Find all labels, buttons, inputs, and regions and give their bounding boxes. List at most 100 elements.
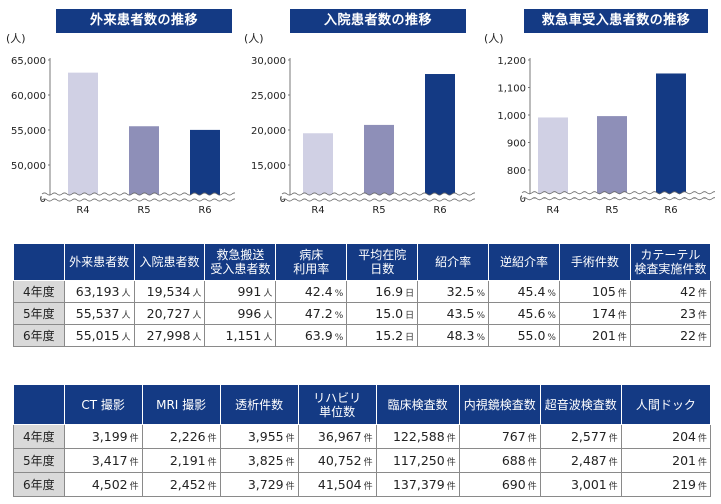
table2-cell-value: 36,967 bbox=[317, 429, 362, 444]
table1-header-text: カテーテル bbox=[640, 248, 701, 262]
table2-cell-value: 3,825 bbox=[247, 453, 284, 468]
table2-cell: 2,226 件 bbox=[141, 424, 221, 449]
y-tick-label: 25,000 bbox=[251, 91, 286, 102]
y-tick-label: 1,100 bbox=[497, 84, 526, 95]
table1-cell-value: 19,534 bbox=[146, 284, 191, 299]
table1-header-text: 外来患者数 bbox=[69, 255, 130, 269]
table2-cell-unit: 件 bbox=[363, 458, 373, 468]
table2-cell-value: 690 bbox=[501, 477, 526, 492]
table1-cell-value: 20,727 bbox=[146, 306, 191, 321]
table2-cell-value: 2,577 bbox=[570, 429, 607, 444]
table1-cell-unit: % bbox=[476, 333, 486, 343]
table1-cell: 20,727 人 bbox=[133, 302, 206, 325]
table1-cell-unit: 人 bbox=[263, 333, 273, 343]
table2-cell-value: 204 bbox=[672, 429, 696, 444]
y-tick-label: 1,000 bbox=[497, 111, 526, 122]
bar-R5 bbox=[129, 126, 159, 198]
x-tick-label: R4 bbox=[546, 205, 559, 216]
table2-cell: 690 件 bbox=[458, 472, 541, 497]
axis-break-band bbox=[40, 193, 235, 201]
y-tick-label: 1,200 bbox=[497, 56, 526, 67]
table1-header-text: 救急搬送 bbox=[216, 248, 265, 262]
table2-cell-value: 201 bbox=[672, 453, 696, 468]
x-tick-label: R5 bbox=[137, 205, 150, 216]
table1-cell-unit: % bbox=[334, 311, 344, 321]
axis-break-band bbox=[280, 193, 475, 201]
outpatient-chart-panel: 外来患者数の推移 (人) 0 50,000 55,000 60,000 65,000 R4… bbox=[0, 0, 235, 225]
table1-cell: 16.9 日 bbox=[346, 280, 419, 303]
table1-corner-cell bbox=[13, 243, 65, 281]
table2-header-text: 内視鏡検査数 bbox=[463, 397, 536, 412]
table1-header-text: 逆紹介率 bbox=[500, 255, 549, 269]
bar-R4 bbox=[303, 133, 333, 198]
table2-header-3: リハビリ 単位数 bbox=[297, 384, 377, 425]
table2-header-text: MRI 撮影 bbox=[156, 397, 207, 412]
table2-cell-unit: 件 bbox=[285, 434, 295, 444]
table1-cell: 63,193 人 bbox=[63, 280, 135, 303]
table1-cell-unit: 日 bbox=[405, 289, 415, 299]
table1-header-text: 入院患者数 bbox=[139, 255, 200, 269]
axis-break-line-lower bbox=[521, 197, 715, 201]
table2-cell-value: 3,001 bbox=[570, 477, 607, 492]
x-tick-label: R4 bbox=[76, 205, 89, 216]
table2-cell-unit: 件 bbox=[129, 458, 139, 468]
outpatient-chart-title: 外来患者数の推移 bbox=[56, 9, 232, 33]
axis-break-line-upper bbox=[281, 192, 475, 196]
table2-cell-value: 3,955 bbox=[247, 429, 284, 444]
table1-row-label: 4年度 bbox=[13, 280, 65, 303]
table2-cell-value: 3,417 bbox=[91, 453, 128, 468]
table1-cell: 23 件 bbox=[629, 302, 712, 325]
table1-cell-value: 32.5 bbox=[446, 284, 475, 299]
table1-cell-unit: 件 bbox=[617, 289, 627, 299]
table1-cell-value: 47.2 bbox=[304, 306, 333, 321]
table2-cell: 3,417 件 bbox=[63, 448, 143, 473]
axis-break-line-upper bbox=[41, 192, 235, 196]
table1-cell-unit: 件 bbox=[697, 311, 707, 321]
table2-header-5: 内視鏡検査数 bbox=[458, 384, 541, 425]
table1-cell-value: 42 bbox=[680, 284, 696, 299]
table1-cell-unit: 人 bbox=[192, 333, 202, 343]
table1-header-2: 救急搬送 受入患者数 bbox=[204, 243, 277, 281]
y-tick-label: 60,000 bbox=[11, 91, 46, 102]
stats-table-2: CT 撮影 MRI 撮影 透析件数 リハビリ 単位数 臨床検査数 内視鏡検査数 超音波検査数人… bbox=[13, 384, 712, 497]
table1-cell: 45.6% bbox=[488, 302, 560, 325]
table1-cell-value: 42.4 bbox=[304, 284, 333, 299]
table1-cell: 15.2 日 bbox=[346, 324, 419, 347]
table1-cell-value: 996 bbox=[237, 306, 262, 321]
table1-cell-value: 45.4 bbox=[517, 284, 546, 299]
table1-cell-unit: 人 bbox=[121, 311, 131, 321]
table2-cell-value: 41,504 bbox=[317, 477, 362, 492]
y-tick-label: 30,000 bbox=[251, 56, 286, 67]
table2-cell: 41,504 件 bbox=[297, 472, 377, 497]
table2-cell-value: 4,502 bbox=[91, 477, 128, 492]
ambulance-chart-panel: 救急車受入患者数の推移 (人) 0 800 900 1,000 1,100 1,200 R4… bbox=[480, 0, 715, 225]
y-tick-label: 900 bbox=[507, 139, 526, 150]
table1-cell-unit: 件 bbox=[697, 333, 707, 343]
table1-cell-value: 27,998 bbox=[146, 328, 191, 343]
table1-header-0: 外来患者数 bbox=[63, 243, 135, 281]
ambulance-chart-unit-label: (人) bbox=[484, 32, 504, 45]
axis-break-line-upper bbox=[521, 191, 715, 195]
table2-cell-unit: 件 bbox=[697, 434, 707, 444]
table1-cell-unit: 件 bbox=[617, 311, 627, 321]
table2-cell: 122,588 件 bbox=[375, 424, 460, 449]
table2-cell-value: 767 bbox=[501, 429, 526, 444]
table2-cell-unit: 件 bbox=[129, 482, 139, 492]
bar-R6 bbox=[425, 74, 455, 198]
table1-cell-unit: 日 bbox=[405, 311, 415, 321]
table1-cell-value: 48.3 bbox=[446, 328, 475, 343]
table1-cell-unit: % bbox=[476, 311, 486, 321]
table1-cell: 174 件 bbox=[558, 302, 631, 325]
table1-cell: 55,537 人 bbox=[63, 302, 135, 325]
table1-header-8: カテーテル 検査実施件数 bbox=[629, 243, 712, 281]
table1-cell: 47.2% bbox=[275, 302, 348, 325]
bar-R6 bbox=[656, 73, 686, 198]
table1-cell-unit: % bbox=[547, 311, 556, 321]
table1-header-text: 日数 bbox=[370, 262, 395, 276]
table2-cell-unit: 件 bbox=[285, 458, 295, 468]
table1-cell-unit: 件 bbox=[697, 289, 707, 299]
table2-cell: 767 件 bbox=[458, 424, 541, 449]
table1-cell-value: 15.2 bbox=[375, 328, 404, 343]
table2-header-text: リハビリ bbox=[313, 390, 362, 405]
table2-cell: 3,729 件 bbox=[219, 472, 299, 497]
